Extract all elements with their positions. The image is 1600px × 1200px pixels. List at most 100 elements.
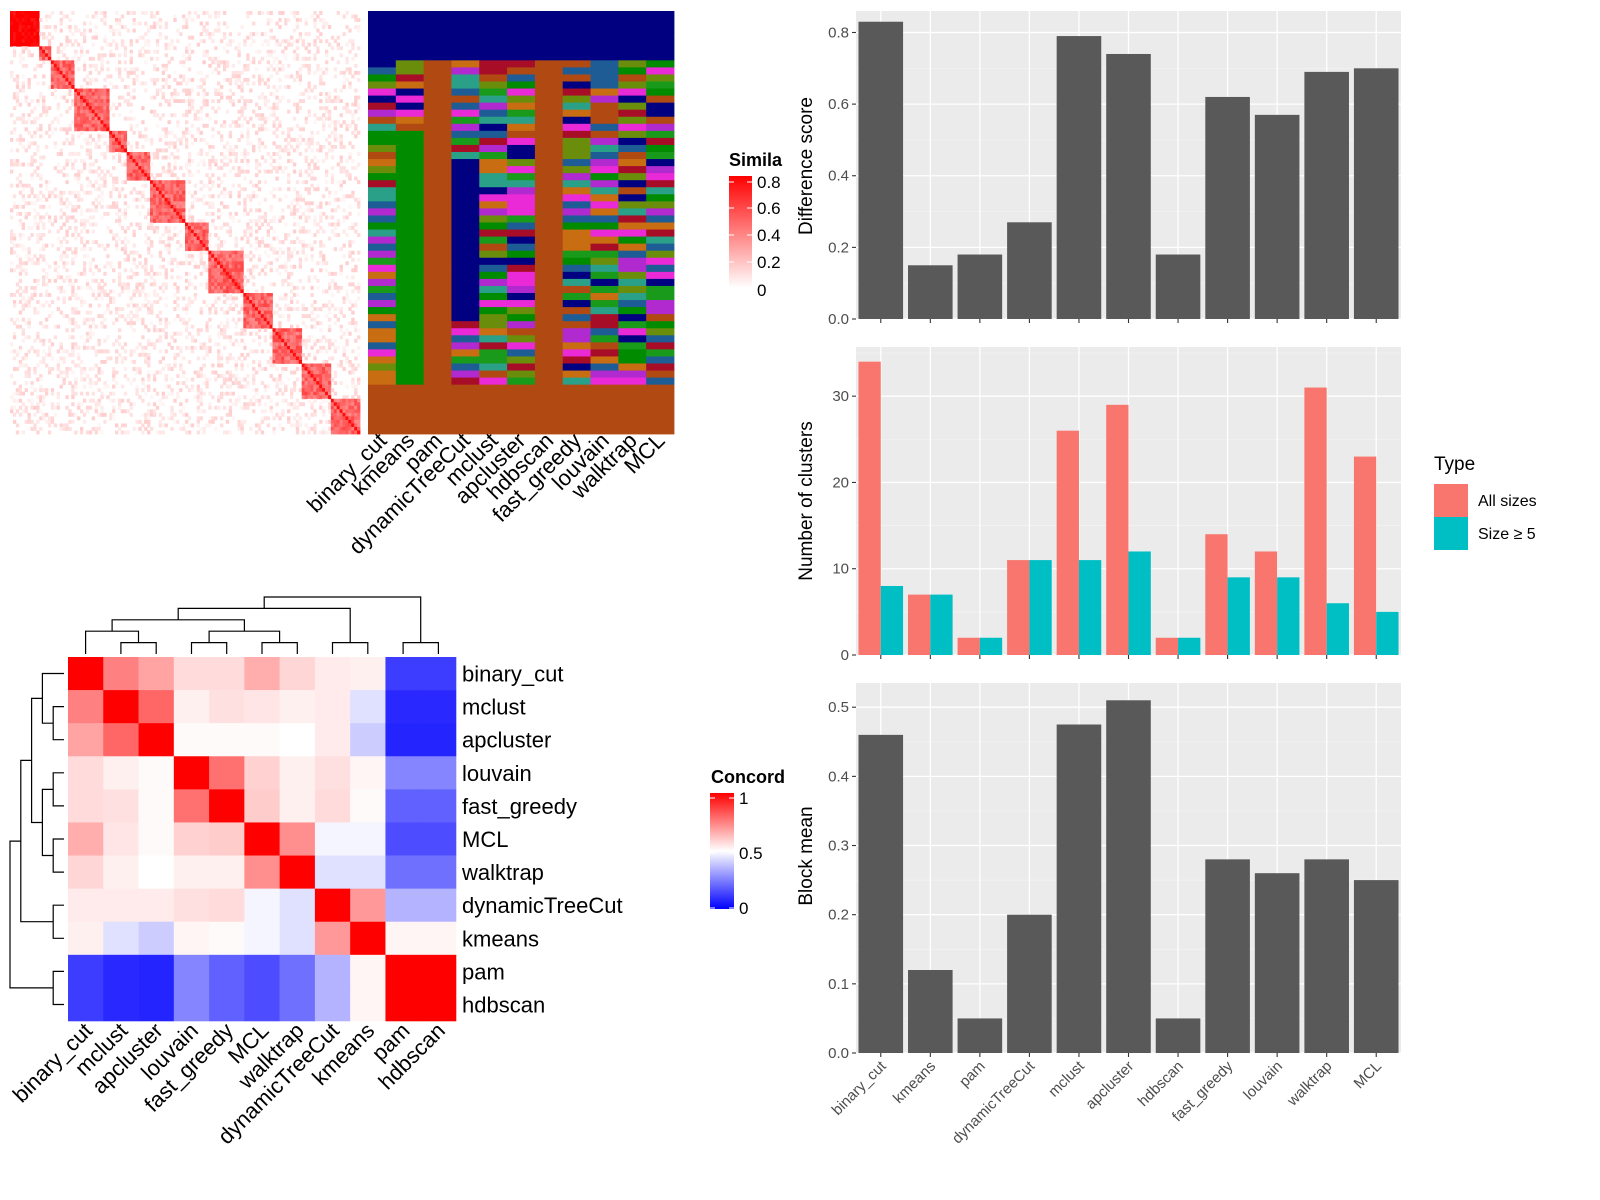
- similarity-cell: [325, 60, 329, 65]
- similarity-cell: [42, 222, 46, 227]
- similarity-cell: [202, 92, 206, 96]
- similarity-cell: [27, 42, 31, 47]
- similarity-cell: [266, 116, 270, 121]
- similarity-cell: [304, 391, 308, 396]
- similarity-cell: [150, 162, 154, 167]
- similarity-cell: [36, 419, 40, 424]
- similarity-cell: [179, 204, 183, 209]
- similarity-cell: [275, 152, 279, 156]
- similarity-cell: [91, 120, 95, 125]
- similarity-cell: [246, 56, 250, 61]
- similarity-cell: [56, 229, 60, 234]
- similarity-cell: [50, 405, 55, 410]
- similarity-cell: [240, 282, 244, 287]
- similarity-cell: [85, 99, 90, 104]
- similarity-cell: [88, 123, 93, 128]
- similarity-cell: [339, 88, 343, 93]
- similarity-cell: [85, 81, 90, 86]
- similarity-cell: [327, 222, 332, 227]
- similarity-cell: [80, 109, 84, 114]
- similarity-cell: [12, 356, 17, 361]
- similarity-cell: [33, 405, 37, 410]
- similarity-cell: [345, 127, 349, 132]
- similarity-cell: [158, 183, 163, 188]
- similarity-cell: [24, 321, 28, 326]
- similarity-cell: [53, 194, 58, 199]
- similarity-cell: [307, 166, 311, 171]
- similarity-cell: [222, 46, 227, 51]
- similarity-cell: [281, 367, 285, 371]
- similarity-cell: [304, 116, 308, 121]
- similarity-cell: [59, 67, 63, 72]
- similarity-cell: [27, 18, 31, 22]
- similarity-cell: [117, 28, 122, 33]
- similarity-cell: [170, 268, 174, 273]
- similarity-cell: [325, 384, 329, 389]
- similarity-cell: [336, 317, 340, 322]
- similarity-cell: [269, 190, 273, 195]
- similarity-cell: [208, 423, 212, 428]
- similarity-cell: [91, 289, 95, 294]
- similarity-cell: [354, 197, 358, 202]
- similarity-cell: [179, 166, 183, 171]
- similarity-cell: [185, 398, 189, 403]
- similarity-cell: [284, 342, 288, 347]
- similarity-cell: [196, 218, 200, 223]
- similarity-cell: [231, 307, 235, 312]
- similarity-cell: [147, 409, 151, 414]
- similarity-cell: [255, 317, 259, 322]
- similarity-cell: [351, 42, 355, 47]
- similarity-cell: [330, 402, 335, 407]
- similarity-cell: [97, 303, 101, 308]
- similarity-cell: [161, 423, 165, 428]
- similarity-cell: [322, 303, 326, 308]
- similarity-cell: [351, 190, 355, 195]
- similarity-cell: [167, 197, 171, 202]
- similarity-cell: [187, 35, 192, 40]
- similarity-cell: [330, 229, 335, 234]
- similarity-cell: [330, 377, 335, 382]
- similarity-cell: [319, 254, 323, 259]
- similarity-cell: [211, 285, 215, 290]
- similarity-cell: [85, 374, 90, 378]
- similarity-cell: [50, 300, 55, 304]
- similarity-cell: [88, 106, 93, 111]
- similarity-cell: [173, 338, 177, 343]
- similarity-cell: [106, 395, 110, 400]
- similarity-cell: [82, 162, 87, 167]
- similarity-cell: [237, 423, 241, 428]
- similarity-cell: [266, 49, 270, 54]
- similarity-cell: [15, 388, 20, 393]
- similarity-cell: [240, 123, 244, 128]
- similarity-cell: [307, 109, 311, 114]
- similarity-cell: [173, 226, 177, 230]
- similarity-cell: [234, 275, 238, 280]
- similarity-cell: [173, 183, 177, 188]
- similarity-cell: [342, 32, 346, 37]
- similarity-cell: [228, 39, 233, 44]
- similarity-cell: [150, 222, 154, 227]
- similarity-cell: [193, 243, 198, 248]
- similarity-cell: [187, 254, 192, 259]
- similarity-cell: [208, 233, 212, 237]
- similarity-cell: [182, 74, 186, 79]
- similarity-cell: [231, 289, 235, 294]
- similarity-cell: [319, 370, 323, 375]
- similarity-cell: [252, 39, 256, 44]
- similarity-cell: [167, 162, 171, 167]
- similarity-cell: [211, 416, 215, 421]
- similarity-cell: [243, 204, 247, 209]
- similarity-cell: [345, 384, 349, 389]
- similarity-cell: [187, 11, 192, 15]
- similarity-cell: [327, 201, 332, 206]
- similarity-cell: [170, 39, 174, 44]
- similarity-cell: [18, 21, 23, 26]
- similarity-cell: [80, 236, 84, 241]
- similarity-cell: [319, 328, 323, 333]
- similarity-cell: [269, 342, 273, 347]
- similarity-cell: [112, 137, 116, 142]
- similarity-cell: [135, 307, 139, 312]
- similarity-cell: [68, 39, 72, 44]
- similarity-cell: [103, 271, 107, 276]
- similarity-cell: [27, 102, 31, 107]
